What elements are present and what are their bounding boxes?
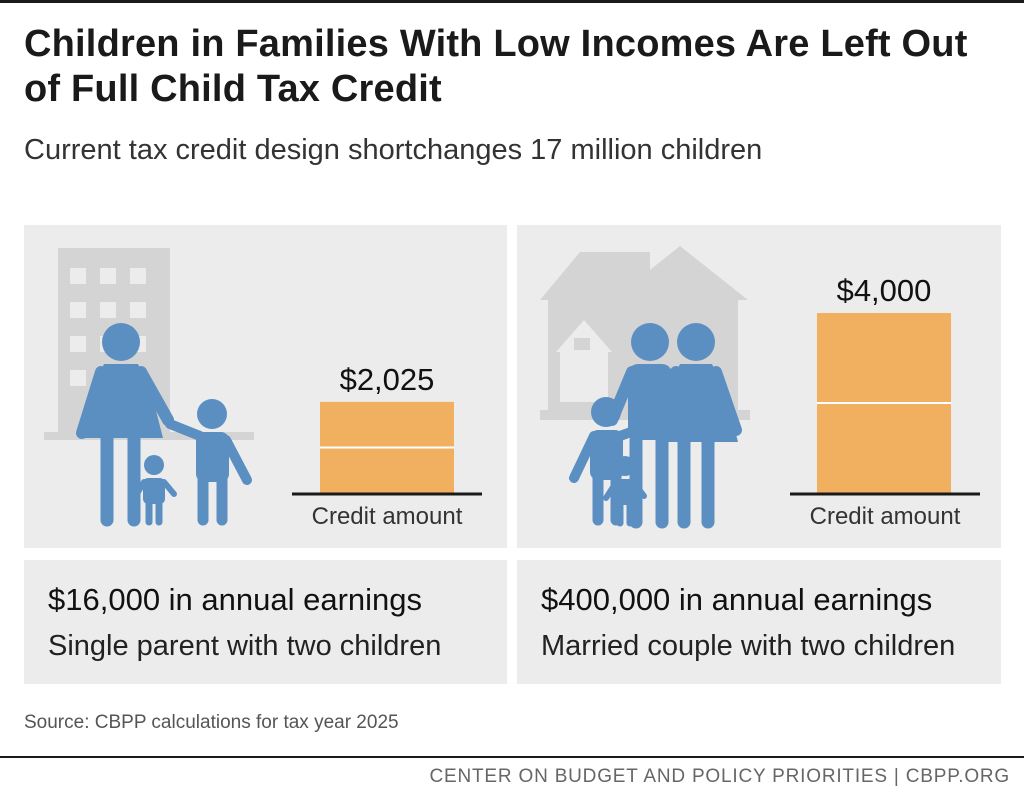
bottom-rule [0,756,1024,758]
bar-value-label-400000: $4,000 [837,273,932,308]
single-parent-family-icon [76,323,252,527]
bar-chart: $2,025 $4,000 Credit amount Credit amoun… [292,273,980,530]
earnings-label: $16,000 in annual earnings [48,582,423,617]
top-rule [0,0,1024,3]
household-label: Married couple with two children [541,630,956,662]
axis-label-left: Credit amount [312,503,463,530]
caption-single-parent: $16,000 in annual earnings Single parent… [24,560,507,684]
household-label: Single parent with two children [48,630,442,662]
chart-subtitle: Current tax credit design shortchanges 1… [24,134,763,166]
caption-married-couple: $400,000 in annual earnings Married coup… [517,560,1001,684]
illustration-layer: $2,025 $4,000 Credit amount Credit amoun… [44,246,980,530]
axis-label-right: Credit amount [810,503,961,530]
married-couple-family-icon [569,323,742,529]
organization-credit: CENTER ON BUDGET AND POLICY PRIORITIES |… [429,766,1010,787]
earnings-label: $400,000 in annual earnings [541,582,933,617]
source-note: Source: CBPP calculations for tax year 2… [24,712,399,733]
bar-value-label-16000: $2,025 [340,362,435,397]
chart-title: Children in Families With Low Incomes Ar… [24,23,968,110]
